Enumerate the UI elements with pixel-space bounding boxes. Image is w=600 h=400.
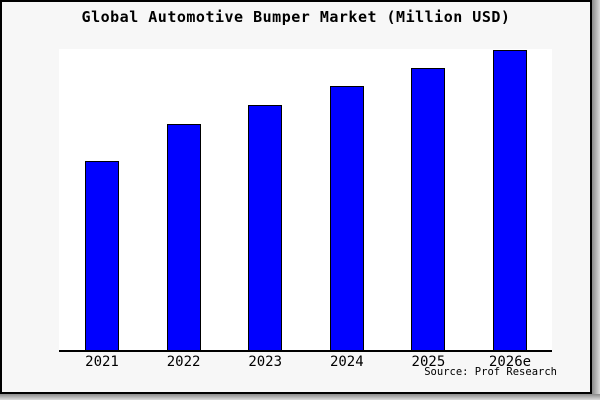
chart-title: Global Automotive Bumper Market (Million… bbox=[81, 8, 511, 26]
x-tick-label-2026e: 2026e bbox=[488, 354, 532, 370]
x-tick-label-2024: 2024 bbox=[329, 354, 364, 370]
chart-frame: Global Automotive Bumper Market (Million… bbox=[0, 0, 592, 394]
bar-2023 bbox=[248, 105, 283, 350]
frame-shadow-right bbox=[592, 0, 600, 394]
plot-area bbox=[59, 49, 552, 352]
x-tick-label-2023: 2023 bbox=[248, 354, 283, 370]
frame-shadow-bottom bbox=[0, 394, 600, 400]
bar-2025 bbox=[411, 68, 446, 350]
bar-2021 bbox=[85, 161, 119, 350]
bar-2022 bbox=[166, 124, 201, 350]
source-credit: Source: Prof Research bbox=[424, 366, 557, 378]
x-tick-label-2022: 2022 bbox=[166, 354, 201, 370]
bar-2026e bbox=[493, 50, 527, 350]
x-tick-label-2021: 2021 bbox=[85, 354, 119, 370]
x-tick-label-2025: 2025 bbox=[411, 354, 446, 370]
bar-2024 bbox=[329, 86, 364, 350]
